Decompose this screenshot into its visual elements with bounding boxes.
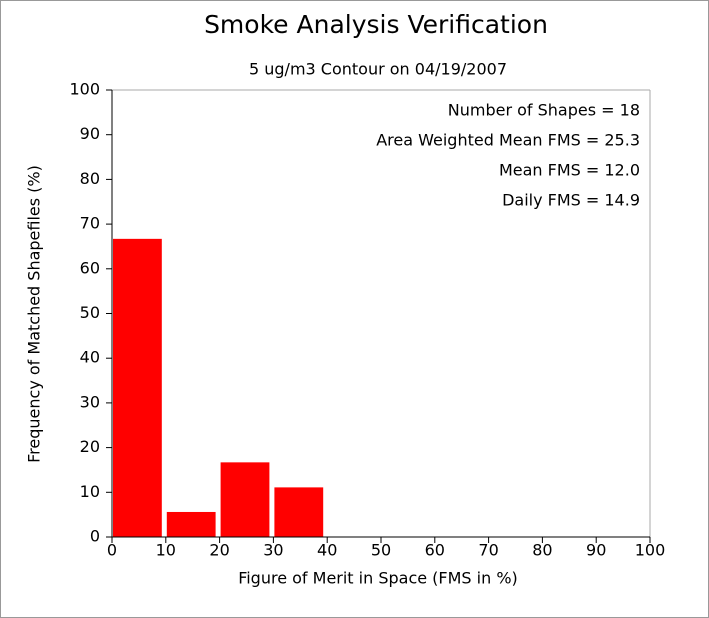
chart-subtitle: 5 ug/m3 Contour on 04/19/2007 [249,60,507,79]
bar [166,511,216,537]
annotation: Mean FMS = 12.0 [499,161,640,180]
x-tick-label: 70 [478,541,498,560]
y-tick-label: 10 [80,482,100,501]
x-tick-label: 30 [263,541,283,560]
y-tick-label: 40 [80,348,100,367]
x-tick-label: 50 [371,541,391,560]
bar [113,238,162,537]
annotation: Area Weighted Mean FMS = 25.3 [376,131,640,150]
y-tick-label: 100 [69,80,100,99]
x-tick-label: 90 [586,541,606,560]
x-tick-label: 100 [635,541,666,560]
y-tick-label: 70 [80,214,100,233]
x-tick-label: 10 [156,541,176,560]
bar [220,462,270,537]
annotation: Number of Shapes = 18 [448,101,640,120]
x-tick-label: 0 [107,541,117,560]
bar [274,487,324,537]
x-tick-label: 40 [317,541,337,560]
x-tick-label: 60 [425,541,445,560]
y-tick-label: 80 [80,169,100,188]
x-tick-label: 20 [209,541,229,560]
y-tick-label: 0 [90,527,100,546]
y-tick-label: 50 [80,303,100,322]
annotation: Daily FMS = 14.9 [502,191,640,210]
x-axis-label: Figure of Merit in Space (FMS in %) [238,569,518,588]
x-tick-label: 80 [532,541,552,560]
y-tick-label: 20 [80,437,100,456]
y-tick-label: 30 [80,392,100,411]
y-tick-label: 60 [80,258,100,277]
chart-title: Smoke Analysis Verification [204,10,548,39]
y-tick-label: 90 [80,124,100,143]
y-axis-label: Frequency of Matched Shapefiles (%) [25,165,44,463]
